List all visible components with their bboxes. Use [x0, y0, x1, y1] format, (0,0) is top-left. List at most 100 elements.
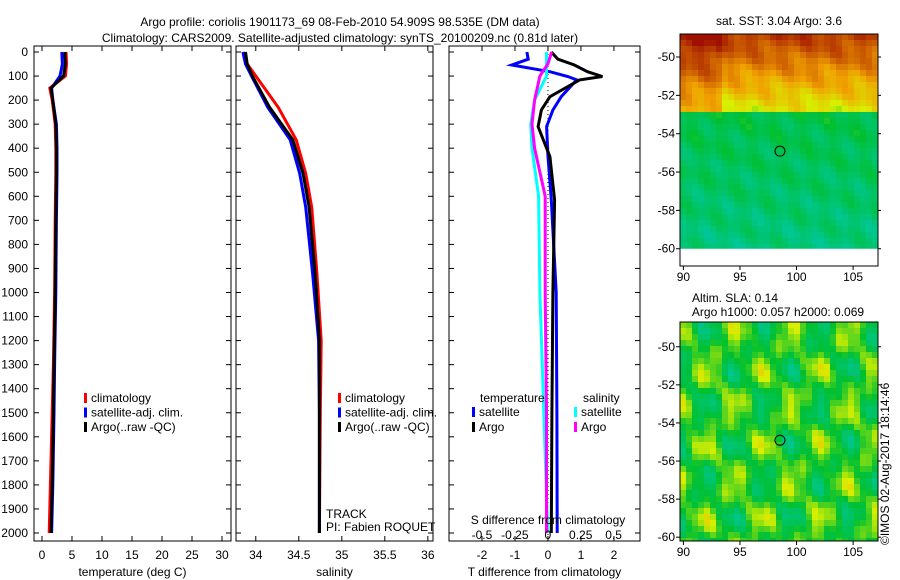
map-cell	[824, 130, 830, 136]
map-cell	[824, 70, 830, 76]
map-cell	[806, 76, 812, 82]
map-cell	[758, 358, 764, 364]
map-cell	[836, 154, 842, 160]
map-cell	[710, 166, 716, 172]
map-cell	[686, 382, 692, 388]
map-cell	[794, 346, 800, 352]
map-cell	[782, 538, 788, 541]
map-cell	[812, 226, 818, 232]
map-cell	[824, 328, 830, 334]
map-cell	[866, 538, 872, 541]
map-cell	[764, 226, 770, 232]
map-cell	[728, 154, 734, 160]
map-cell	[686, 418, 692, 424]
map-cell	[818, 454, 824, 460]
map-cell	[746, 388, 752, 394]
map-cell	[818, 406, 824, 412]
map-cell	[806, 34, 812, 40]
map-cell	[686, 400, 692, 406]
map-cell	[806, 154, 812, 160]
map-cell	[806, 196, 812, 202]
map-cell	[734, 142, 740, 148]
map-cell	[710, 406, 716, 412]
map-cell	[782, 244, 788, 249]
map-cell	[782, 334, 788, 340]
map-cell	[854, 376, 860, 382]
map-cell	[848, 370, 854, 376]
map-cell	[788, 382, 794, 388]
map-cell	[842, 118, 848, 124]
map-cell	[752, 538, 758, 541]
map-cell	[692, 106, 698, 112]
map-cell	[692, 442, 698, 448]
map-cell	[686, 178, 692, 184]
map-cell	[752, 382, 758, 388]
map-cell	[680, 526, 686, 532]
map-cell	[854, 490, 860, 496]
map-cell	[770, 226, 776, 232]
map-cell	[872, 208, 878, 214]
map-cell	[788, 508, 794, 514]
map-cell	[836, 394, 842, 400]
map-cell	[752, 388, 758, 394]
map-cell	[770, 88, 776, 94]
map-cell	[704, 526, 710, 532]
map-cell	[692, 448, 698, 454]
map-cell	[692, 460, 698, 466]
map-cell	[734, 364, 740, 370]
map-cell	[710, 460, 716, 466]
salinity-profile-panel: 34 34.5 35 35.5 36salinityclimatologysatelli…	[235, 45, 437, 579]
map-cell	[860, 322, 866, 328]
map-cell	[686, 430, 692, 436]
map-cell	[746, 160, 752, 166]
map-cell	[698, 436, 704, 442]
map-cell	[812, 160, 818, 166]
map-cell	[722, 358, 728, 364]
map-cell	[794, 100, 800, 106]
map-cell	[830, 430, 836, 436]
map-cell	[758, 112, 764, 118]
map-cell	[734, 244, 740, 249]
series-line-argo	[49, 51, 67, 534]
map-cell	[794, 328, 800, 334]
map-cell	[746, 112, 752, 118]
map-cell	[848, 358, 854, 364]
legend-item-label: satellite	[479, 405, 520, 419]
map-cell	[806, 442, 812, 448]
map-cell	[806, 334, 812, 340]
map-cell	[770, 136, 776, 142]
map-cell	[692, 154, 698, 160]
map-cell	[746, 124, 752, 130]
map-cell	[788, 196, 794, 202]
map-cell	[824, 160, 830, 166]
map-cell	[800, 508, 806, 514]
map-cell	[686, 370, 692, 376]
map-cell	[758, 178, 764, 184]
map-cell	[818, 496, 824, 502]
map-cell	[842, 508, 848, 514]
x-tick-label: 25	[185, 548, 199, 562]
map-cell	[794, 160, 800, 166]
map-cell	[860, 394, 866, 400]
map-cell	[704, 232, 710, 238]
map-cell	[734, 496, 740, 502]
map-cell	[848, 508, 854, 514]
map-cell	[842, 94, 848, 100]
map-cell	[800, 478, 806, 484]
map-cell	[740, 154, 746, 160]
map-cell	[686, 502, 692, 508]
map-cell	[764, 154, 770, 160]
map-cell	[866, 532, 872, 538]
map-cell	[758, 136, 764, 142]
map-cell	[824, 46, 830, 52]
map-cell	[812, 130, 818, 136]
map-cell	[806, 520, 812, 526]
x2-tick-label: 0	[544, 528, 551, 542]
map-cell	[848, 436, 854, 442]
map-cell	[836, 508, 842, 514]
map-cell	[722, 508, 728, 514]
x-tick-label: 95	[733, 270, 747, 284]
map-cell	[704, 532, 710, 538]
map-cell	[704, 376, 710, 382]
